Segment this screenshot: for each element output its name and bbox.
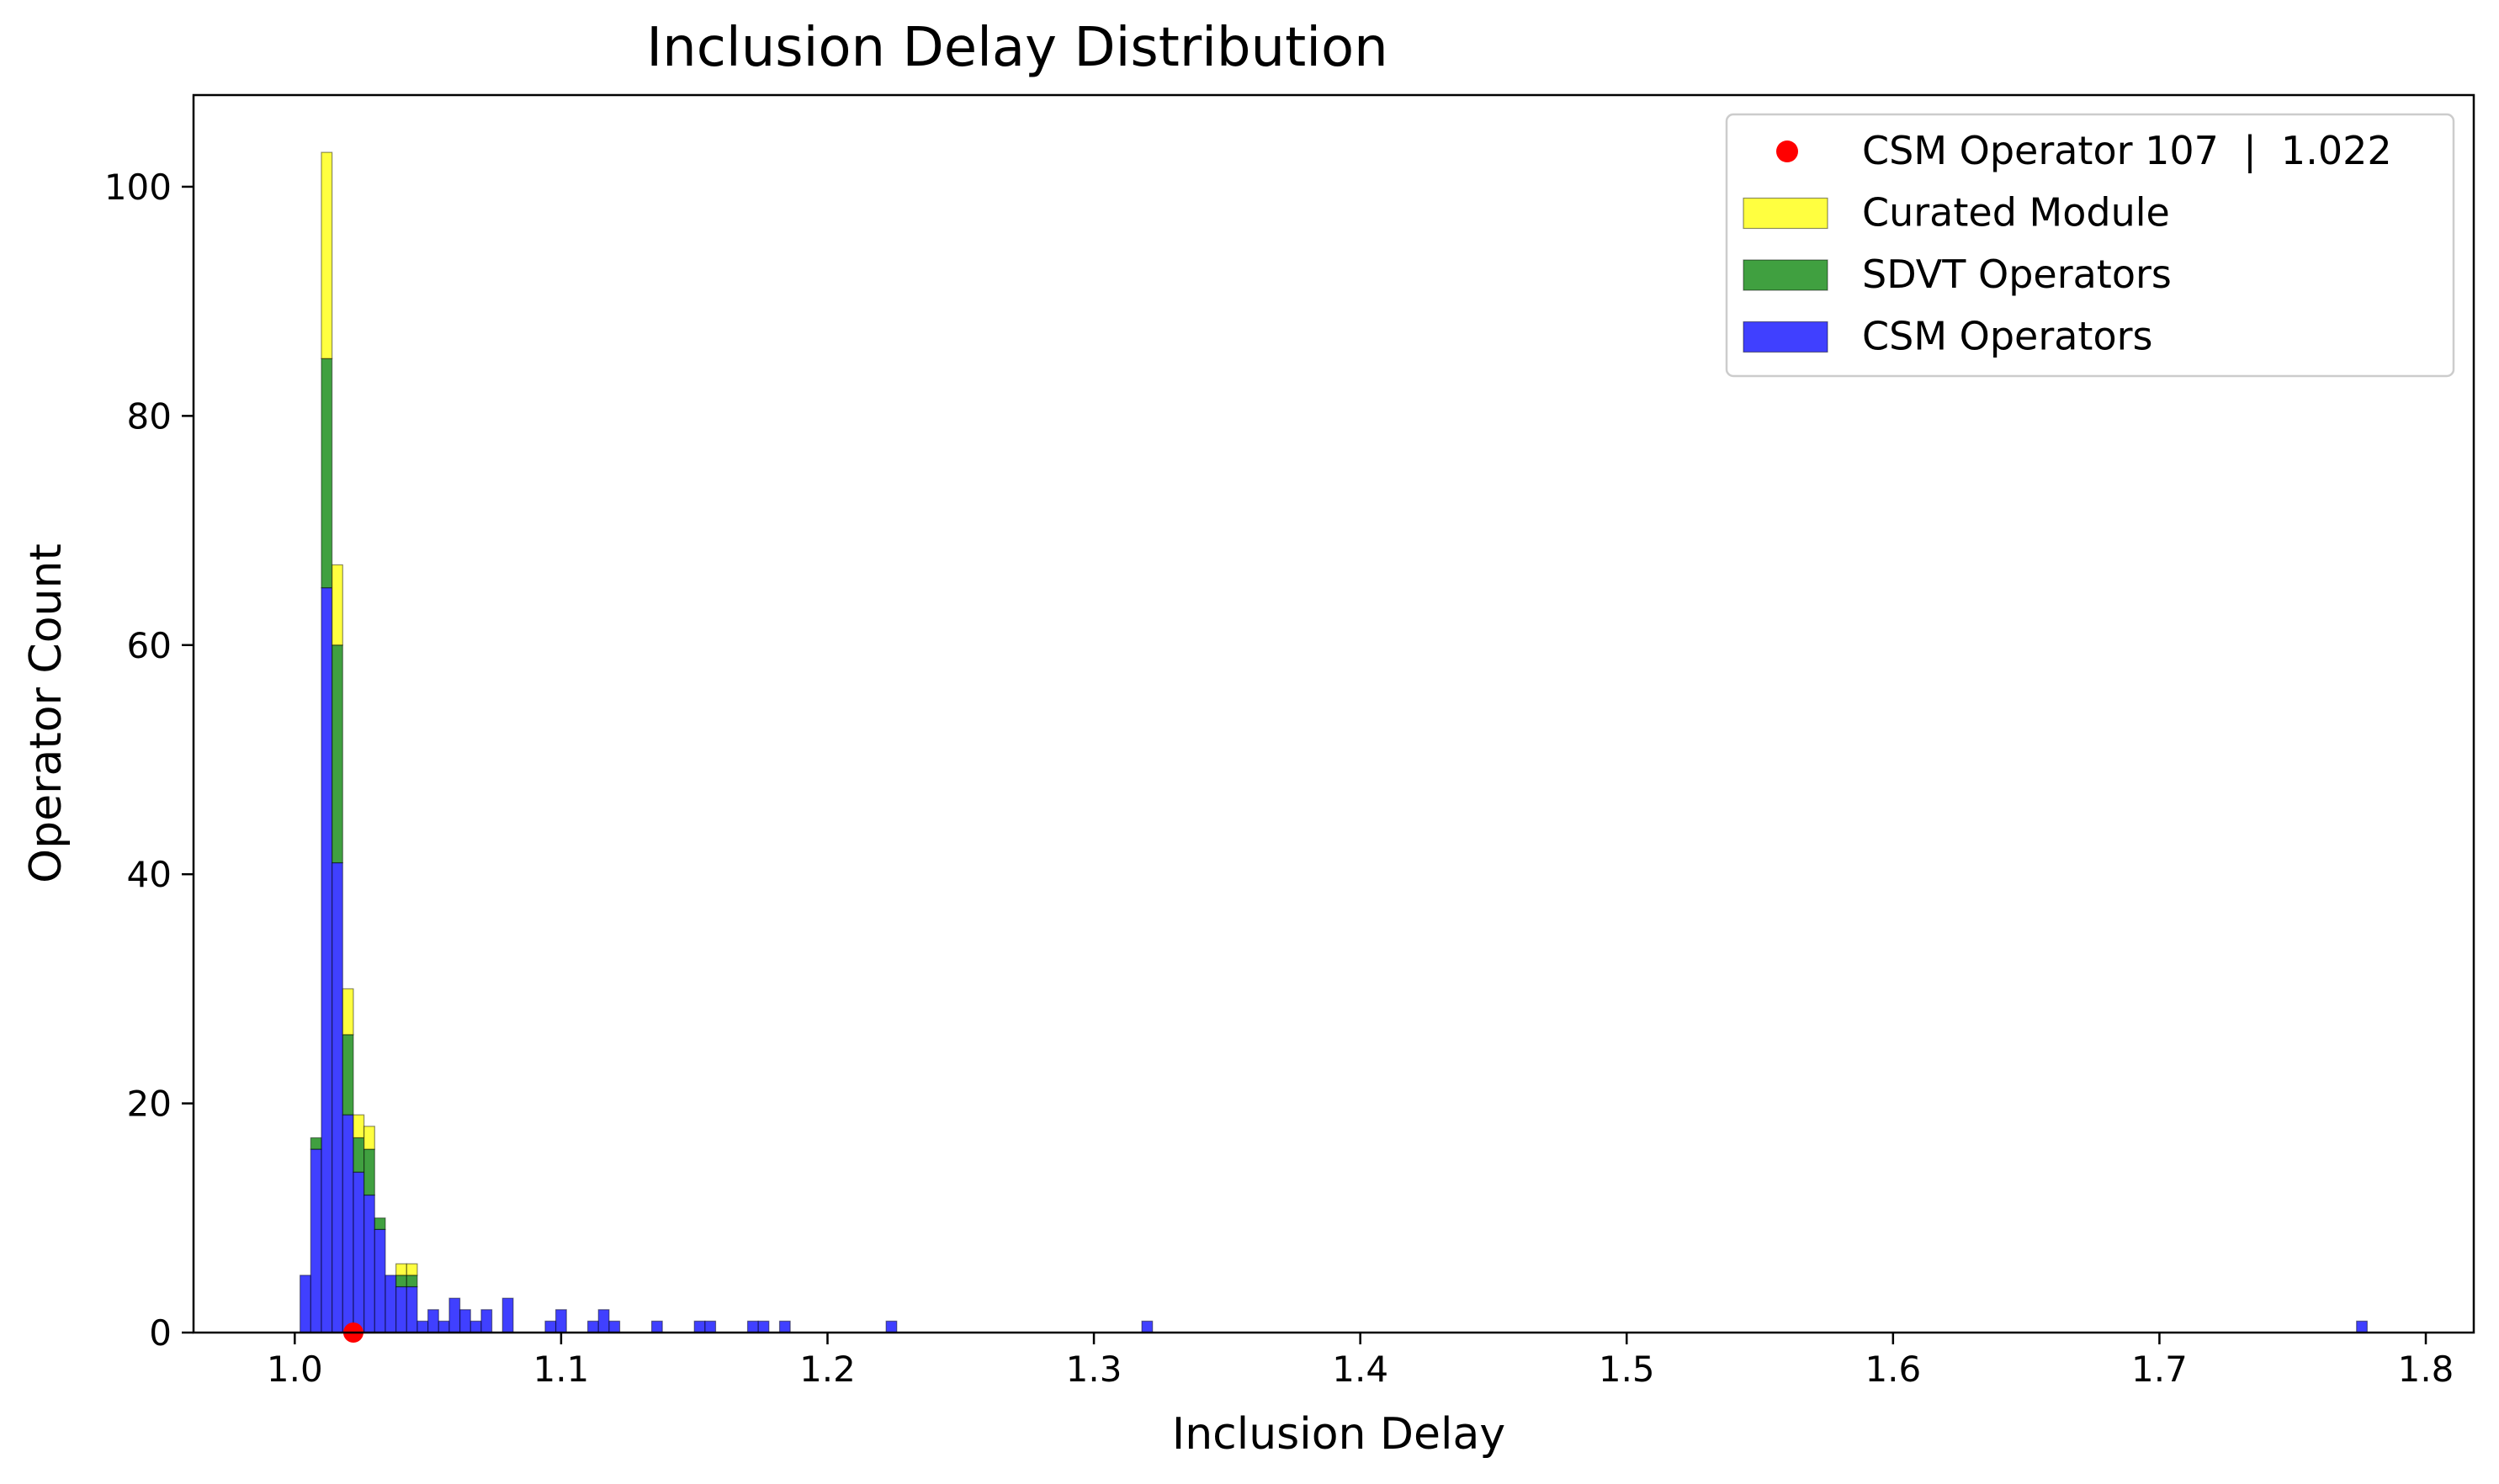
legend-swatch bbox=[1743, 321, 1828, 353]
histogram-bar bbox=[480, 1309, 493, 1333]
histogram-bar bbox=[310, 1148, 322, 1333]
histogram-bar bbox=[746, 1320, 759, 1333]
y-tick-label: 80 bbox=[127, 395, 172, 437]
histogram-bar bbox=[650, 1320, 663, 1333]
histogram-bar bbox=[374, 1228, 386, 1333]
histogram-bar bbox=[586, 1320, 599, 1333]
histogram-bar bbox=[427, 1309, 439, 1333]
histogram-bar bbox=[2356, 1320, 2368, 1333]
y-tick-label: 100 bbox=[104, 167, 172, 208]
histogram-bar bbox=[704, 1320, 717, 1333]
x-tick-label: 1.8 bbox=[2398, 1349, 2454, 1390]
histogram-bar bbox=[406, 1285, 418, 1333]
histogram-bar bbox=[395, 1275, 407, 1288]
histogram-bar bbox=[406, 1263, 418, 1276]
x-tick-label: 1.4 bbox=[1332, 1349, 1388, 1390]
histogram-bar bbox=[885, 1320, 898, 1333]
x-tick-label: 1.1 bbox=[533, 1349, 589, 1390]
histogram-bar bbox=[353, 1137, 365, 1173]
y-tick-label: 60 bbox=[127, 625, 172, 666]
histogram-bar bbox=[363, 1148, 375, 1196]
histogram-bar bbox=[544, 1320, 557, 1333]
histogram-bar bbox=[310, 1137, 322, 1150]
legend-label: Curated Module bbox=[1862, 190, 2170, 236]
x-tick-label: 1.0 bbox=[267, 1349, 323, 1390]
y-axis: 0 20 40 60 80 100 bbox=[104, 167, 194, 1354]
y-tick-label: 20 bbox=[127, 1084, 172, 1125]
histogram-bar bbox=[332, 644, 343, 864]
histogram-bar bbox=[353, 1114, 365, 1139]
histogram-bar bbox=[321, 358, 333, 589]
legend-label: CSM Operators bbox=[1862, 314, 2153, 359]
x-tick-label: 1.5 bbox=[1599, 1349, 1655, 1390]
histogram-bar bbox=[321, 151, 333, 359]
chart-title: Inclusion Delay Distribution bbox=[646, 17, 1387, 79]
histogram-bar bbox=[693, 1320, 706, 1333]
histogram-bar bbox=[608, 1320, 621, 1333]
legend-box bbox=[1725, 113, 2455, 378]
histogram-bar bbox=[395, 1263, 407, 1276]
legend-swatch bbox=[1743, 197, 1828, 230]
histogram-bar bbox=[332, 861, 343, 1333]
histogram-bar bbox=[300, 1275, 311, 1333]
legend: CSM Operator 107 | 1.022 Curated Module SD… bbox=[1725, 113, 2455, 378]
histogram-bar bbox=[395, 1285, 407, 1333]
histogram-bar bbox=[416, 1320, 429, 1333]
plot-frame bbox=[192, 93, 2475, 1334]
y-axis-label: Operator Count bbox=[21, 543, 72, 883]
histogram-bar bbox=[374, 1217, 386, 1231]
histogram-bar bbox=[778, 1320, 791, 1333]
histogram-bar bbox=[459, 1309, 471, 1333]
y-tick-label: 40 bbox=[127, 854, 172, 895]
x-tick-label: 1.2 bbox=[799, 1349, 856, 1390]
y-tick-label: 0 bbox=[149, 1312, 172, 1354]
histogram-bar bbox=[342, 1034, 354, 1116]
x-tick-label: 1.6 bbox=[1865, 1349, 1921, 1390]
histogram-bar bbox=[448, 1297, 461, 1333]
histogram-bar bbox=[597, 1309, 610, 1333]
histogram-bar bbox=[363, 1126, 375, 1150]
histogram-bar bbox=[501, 1297, 514, 1333]
histogram-bar bbox=[554, 1309, 567, 1333]
legend-label: SDVT Operators bbox=[1862, 252, 2172, 297]
legend-swatch bbox=[1743, 259, 1828, 291]
x-tick-label: 1.3 bbox=[1066, 1349, 1122, 1390]
histogram-bar bbox=[1141, 1320, 1154, 1333]
histogram-bar bbox=[342, 1114, 354, 1333]
histogram-bar bbox=[438, 1320, 450, 1333]
histogram-bar bbox=[332, 564, 343, 646]
histogram-bar bbox=[353, 1171, 365, 1333]
legend-label: CSM Operator 107 | 1.022 bbox=[1862, 128, 2392, 174]
histogram-bar bbox=[321, 587, 333, 1333]
x-tick-label: 1.7 bbox=[2131, 1349, 2188, 1390]
legend-marker-point bbox=[1776, 140, 1798, 162]
histogram-bar bbox=[470, 1320, 482, 1333]
x-axis: 1.0 1.1 1.2 1.3 1.4 1.5 1.6 1.7 1.8 bbox=[267, 1333, 2454, 1390]
histogram-bar bbox=[363, 1194, 375, 1333]
histogram-bar bbox=[385, 1275, 397, 1333]
histogram-bar bbox=[406, 1275, 418, 1288]
histogram-bar bbox=[342, 988, 354, 1036]
x-axis-label: Inclusion Delay bbox=[1172, 1409, 1505, 1460]
histogram-bar bbox=[757, 1320, 770, 1333]
histogram-bars bbox=[300, 151, 2368, 1333]
